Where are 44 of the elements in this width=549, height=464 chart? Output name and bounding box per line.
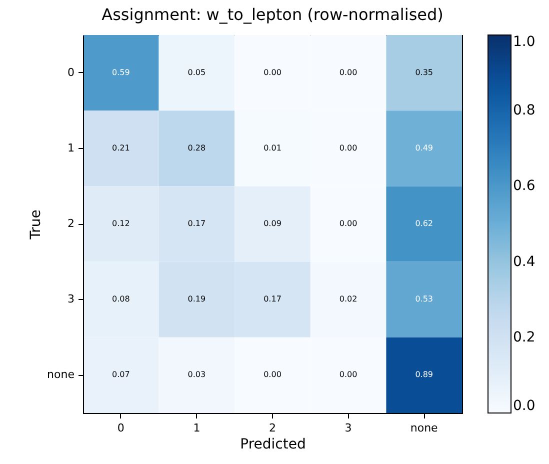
data-label: 0.02	[339, 294, 358, 304]
x-tick-label: none	[410, 422, 438, 434]
x-tick-label: 2	[269, 422, 276, 434]
color-bar-label: 0.0	[513, 398, 536, 414]
chart-title: Assignment: w_to_lepton (row-normalised)	[102, 5, 444, 24]
data-label: 0.00	[264, 68, 282, 77]
data-label: 0.03	[188, 370, 206, 380]
data-label: 0.17	[188, 219, 206, 228]
data-label: 0.00	[264, 370, 282, 380]
data-label: 0.00	[339, 68, 358, 77]
data-label: 0.08	[112, 294, 130, 304]
y-axis-title: True	[28, 210, 44, 240]
x-tick-label: 1	[193, 422, 200, 434]
y-tick-label: none	[47, 368, 75, 382]
data-label: 0.00	[339, 143, 358, 152]
data-label: 0.53	[415, 294, 434, 304]
data-label: 0.12	[112, 219, 130, 228]
data-label: 0.21	[112, 143, 130, 152]
data-label: 0.62	[415, 219, 434, 228]
color-bar-label: 0.2	[513, 329, 536, 346]
data-label: 0.28	[188, 143, 206, 152]
y-tick-label: 1	[68, 141, 74, 154]
data-label: 0.89	[415, 370, 434, 380]
y-tick-label: 3	[68, 292, 74, 306]
data-label: 0.00	[339, 219, 358, 228]
data-label: 0.19	[188, 294, 206, 304]
data-label: 0.17	[264, 294, 282, 304]
y-tick-label: 0	[68, 66, 74, 79]
x-axis-title: Predicted	[240, 436, 306, 452]
data-label: 0.49	[415, 143, 434, 152]
data-label: 0.00	[339, 370, 358, 380]
data-label: 0.01	[264, 143, 282, 152]
y-tick-label: 2	[68, 217, 74, 230]
color-bar-label: 0.8	[513, 102, 536, 119]
x-tick-label: 0	[117, 422, 124, 434]
data-label: 0.05	[188, 68, 206, 77]
data-label: 0.35	[415, 68, 434, 77]
x-tick-label: 3	[344, 422, 352, 434]
data-label: 0.09	[264, 219, 282, 228]
data-label: 0.59	[112, 68, 130, 77]
color-bar-label: 1.0	[513, 34, 536, 50]
color-bar-label: 0.6	[513, 178, 536, 194]
data-label: 0.07	[112, 370, 130, 380]
color-bar-label: 0.4	[513, 254, 536, 270]
